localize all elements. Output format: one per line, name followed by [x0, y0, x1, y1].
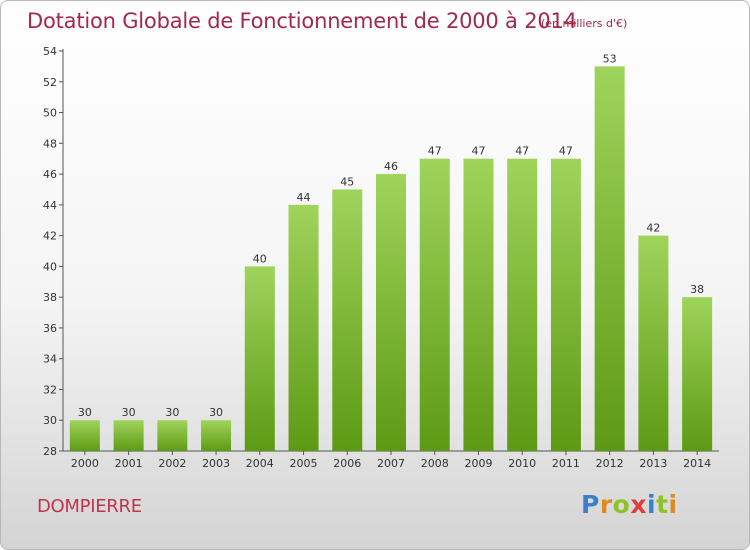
x-tick-label: 2001 — [115, 457, 143, 470]
bar-value-label: 30 — [122, 406, 136, 419]
bar — [594, 66, 625, 451]
y-tick-label: 28 — [43, 445, 57, 458]
y-tick-label: 54 — [43, 45, 57, 58]
bar-value-label: 47 — [559, 145, 573, 158]
bar — [113, 420, 144, 451]
bar-value-label: 47 — [515, 145, 529, 158]
y-tick-label: 34 — [43, 353, 57, 366]
bar-value-label: 53 — [603, 52, 617, 65]
x-tick-label: 2005 — [290, 457, 318, 470]
y-tick-label: 52 — [43, 76, 57, 89]
bar — [550, 158, 581, 451]
x-tick-label: 2013 — [639, 457, 667, 470]
bar-value-label: 44 — [297, 191, 311, 204]
bar-value-label: 46 — [384, 160, 398, 173]
x-tick-label: 2004 — [246, 457, 274, 470]
logo-letter: i — [647, 490, 657, 519]
logo-letter: o — [612, 490, 631, 519]
y-tick-label: 46 — [43, 168, 57, 181]
chart-title: Dotation Globale de Fonctionnement de 20… — [27, 9, 577, 33]
x-tick-label: 2011 — [552, 457, 580, 470]
y-tick-label: 36 — [43, 322, 57, 335]
x-tick-label: 2008 — [421, 457, 449, 470]
y-tick-label: 30 — [43, 414, 57, 427]
x-tick-label: 2014 — [683, 457, 711, 470]
x-tick-label: 2003 — [202, 457, 230, 470]
x-tick-label: 2007 — [377, 457, 405, 470]
x-tick-label: 2009 — [464, 457, 492, 470]
y-tick-label: 44 — [43, 199, 57, 212]
bar-value-label: 47 — [428, 145, 442, 158]
logo-letter: t — [656, 490, 669, 519]
logo-letter: i — [668, 490, 678, 519]
bar — [682, 297, 713, 451]
bar — [332, 189, 363, 451]
bar-value-label: 45 — [340, 175, 354, 188]
proxiti-logo: Proxiti — [581, 490, 678, 519]
bar-value-label: 30 — [165, 406, 179, 419]
x-tick-label: 2002 — [158, 457, 186, 470]
bar — [244, 266, 275, 451]
bar-value-label: 40 — [253, 252, 267, 265]
y-tick-label: 42 — [43, 230, 57, 243]
bar — [69, 420, 100, 451]
bar — [638, 235, 669, 451]
bar — [376, 174, 406, 452]
bar — [419, 158, 450, 451]
logo-letter: x — [630, 490, 647, 519]
y-tick-label: 38 — [43, 291, 57, 304]
chart-unit-note: (en milliers d'€) — [541, 17, 628, 30]
bar-value-label: 30 — [209, 406, 223, 419]
bar — [288, 204, 319, 451]
bar-value-label: 38 — [690, 283, 704, 296]
bar-value-label: 42 — [646, 222, 660, 235]
bar — [157, 420, 188, 451]
x-tick-label: 2000 — [71, 457, 99, 470]
y-tick-label: 50 — [43, 107, 57, 120]
logo-letter: r — [599, 490, 613, 519]
bar — [463, 158, 494, 451]
y-tick-label: 40 — [43, 260, 57, 273]
x-tick-label: 2006 — [333, 457, 361, 470]
x-tick-label: 2010 — [508, 457, 536, 470]
x-tick-label: 2012 — [596, 457, 624, 470]
commune-name: DOMPIERRE — [37, 496, 142, 517]
y-tick-label: 32 — [43, 383, 57, 396]
bar-value-label: 47 — [471, 145, 485, 158]
y-tick-label: 48 — [43, 137, 57, 150]
logo-letter: P — [581, 490, 600, 519]
bar — [201, 420, 232, 451]
bar-value-label: 30 — [78, 406, 92, 419]
bar — [507, 158, 538, 451]
